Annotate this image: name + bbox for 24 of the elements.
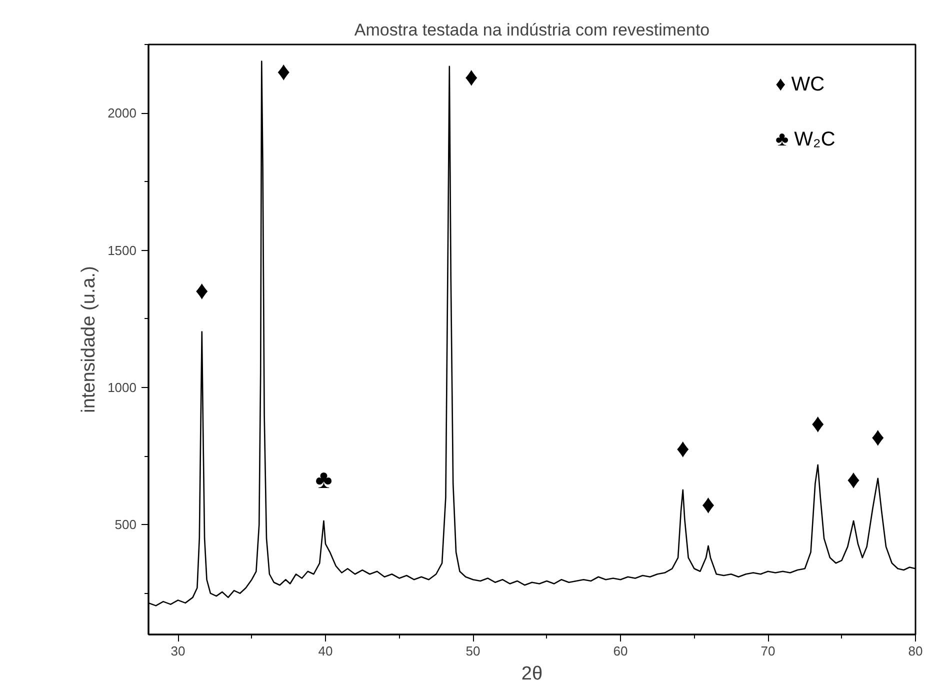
annotation: ♦ [702, 488, 715, 519]
x-tick-label: 80 [908, 644, 923, 658]
annotation: ♦ [676, 432, 690, 463]
x-tick-label: 30 [170, 644, 186, 658]
y-tick-label: 2000 [108, 106, 136, 121]
y-tick-label: 1000 [108, 380, 136, 396]
y-axis-title: intensidade (u.a.) [78, 266, 100, 413]
annotation: ♣ W₂C [776, 128, 836, 150]
x-tick-label: 70 [760, 644, 776, 658]
annotation: ♦ [464, 61, 478, 92]
x-tick-label: 60 [613, 644, 628, 658]
annotation: ♦ [195, 274, 209, 305]
chart-title: Amostra testada na indústria com revestimento [354, 20, 710, 40]
x-tick-label: 40 [318, 644, 333, 658]
annotation: ♦ [871, 421, 885, 452]
annotation: ♦ [811, 408, 825, 438]
y-tick-label: 500 [114, 517, 137, 532]
x-axis-title: 2θ [521, 664, 543, 684]
y-tick-label: 1500 [108, 242, 136, 258]
annotation: ♦ [277, 56, 290, 86]
annotation: ♣ [315, 464, 332, 494]
x-tick-label: 50 [466, 644, 480, 658]
annotation: ♦ WC [776, 74, 825, 96]
annotation: ♦ [846, 464, 860, 494]
